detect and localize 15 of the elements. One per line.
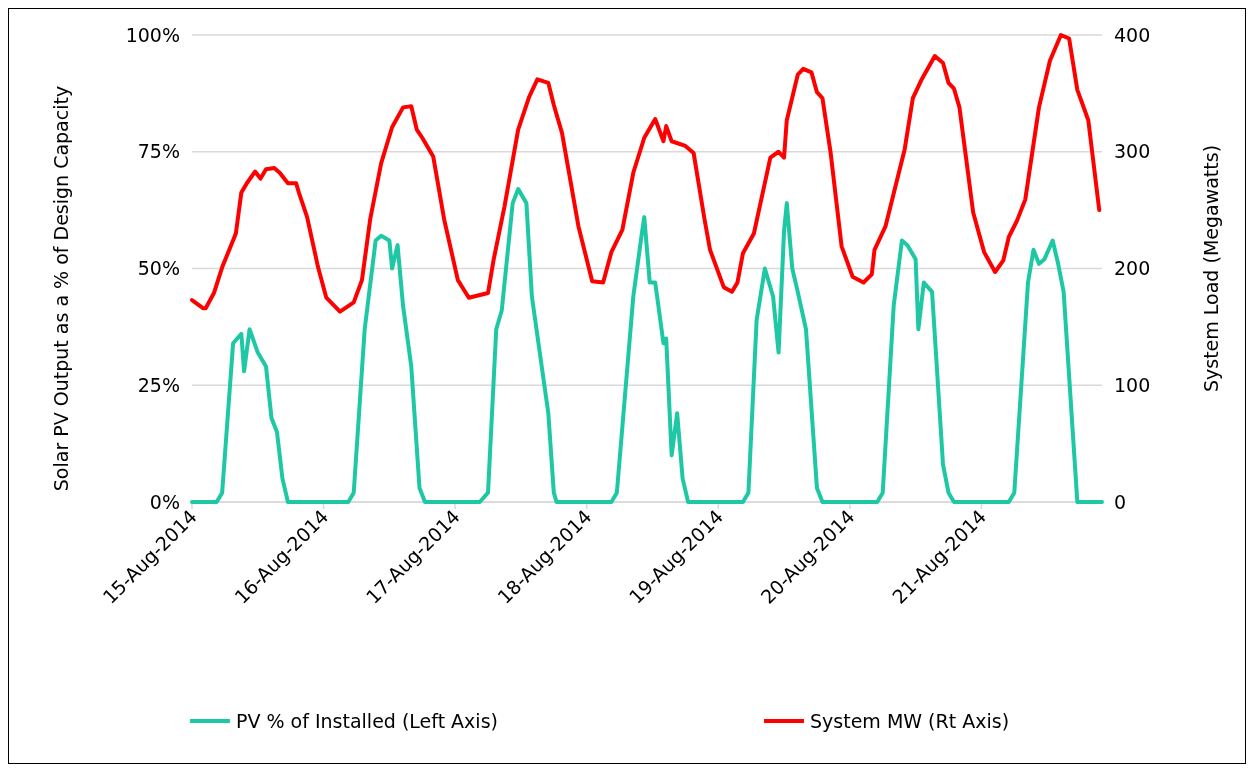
legend-label: PV % of Installed (Left Axis) xyxy=(236,709,498,732)
y-tick-label: 75% xyxy=(137,140,180,163)
legend-label: System MW (Rt Axis) xyxy=(810,709,1010,732)
y2-tick-label: 400 xyxy=(1114,23,1151,46)
y-tick-label: 0% xyxy=(149,490,180,513)
y2-tick-label: 200 xyxy=(1114,257,1151,280)
line-series xyxy=(190,33,1102,314)
y-axis-title: Solar PV Output as a % of Design Capacity xyxy=(50,85,72,492)
y-tick-label: 100% xyxy=(125,23,180,46)
y2-tick-label: 300 xyxy=(1114,140,1151,163)
y-tick-label: 25% xyxy=(137,373,180,396)
y-tick-label: 50% xyxy=(137,257,180,280)
y2-tick-label: 100 xyxy=(1114,373,1151,396)
y2-tick-label: 0 xyxy=(1114,490,1127,513)
y2-axis-title: System Load (Megawatts) xyxy=(1200,144,1222,393)
